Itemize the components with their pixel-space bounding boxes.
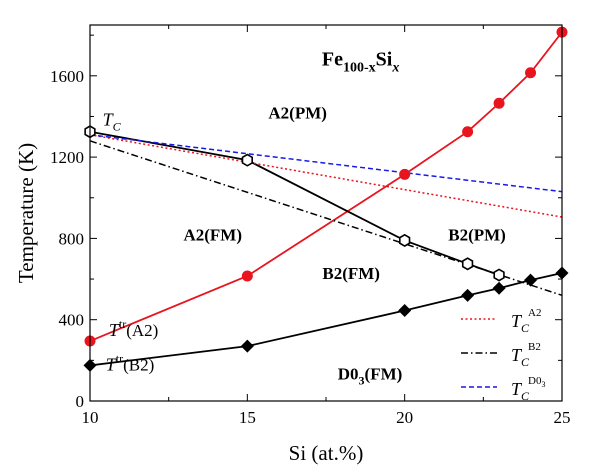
marker-tc-measured	[399, 233, 411, 247]
annotation-symbol: T	[109, 320, 121, 340]
legend-sub: C	[521, 355, 530, 369]
legend-label: TC D03	[511, 375, 545, 403]
annotation-symbol: T	[103, 110, 115, 130]
marker-t-tr-a2	[241, 270, 253, 282]
annotation-ttr-b2: Ttr(B2)	[106, 352, 155, 375]
chart-title: Fe100-xSix	[322, 49, 399, 76]
annotation-text: A2(FM)	[183, 225, 242, 244]
legend-sup: B2	[528, 341, 541, 353]
x-tick-label: 15	[239, 408, 256, 427]
annotation-text: (A2)	[126, 321, 158, 340]
marker-t-tr-a2	[462, 126, 474, 138]
marker-tc-measured	[493, 268, 505, 282]
series-line-tc-b2-model	[89, 140, 563, 297]
plot-border	[89, 24, 563, 402]
annotation-sup: tr	[116, 352, 123, 366]
axes: 10 15 20 25 0 400 800 1200 1600 Si (at.%) Temperat…	[14, 25, 571, 465]
y-tick-label: 1200	[50, 148, 84, 167]
annotation-text: B2(FM)	[322, 264, 380, 283]
y-tick-label: 800	[59, 229, 85, 248]
series-line-t-tr-b2	[89, 272, 563, 367]
annotation-text: B2(PM)	[448, 225, 506, 244]
y-tick-label: 400	[59, 311, 85, 330]
annotation-text: (B2)	[123, 356, 154, 375]
y-tick-label: 1600	[50, 67, 84, 86]
annotation-b2pm: B2(PM)	[448, 225, 506, 244]
series-line-tc-a2-model	[89, 134, 563, 218]
annotation-sub: 3	[359, 374, 365, 388]
x-axis-label: Si (at.%)	[289, 441, 364, 465]
title-element-1: Fe	[322, 49, 343, 71]
annotation-ttr-a2: Ttr(A2)	[109, 317, 158, 340]
series-lines	[89, 31, 563, 367]
x-tick-label: 25	[554, 408, 571, 427]
annotation-d03fm: D03(FM)	[338, 365, 403, 388]
annotation-symbol: T	[106, 355, 118, 375]
series-line-t-tr-a2	[89, 31, 563, 342]
marker-t-tr-b2	[492, 281, 506, 295]
annotation-sub: C	[113, 120, 122, 134]
plot-frame	[89, 24, 563, 402]
series-line-tc-measured	[89, 130, 500, 276]
annotation-text: A2(PM)	[268, 103, 327, 122]
x-tick-label: 10	[82, 408, 99, 427]
legend-sup-sub: 3	[541, 380, 545, 389]
chart-title-text: Fe100-xSix	[322, 49, 399, 76]
marker-t-tr-b2	[461, 288, 475, 302]
legend-sup: D0	[528, 375, 542, 387]
legend-label: TC B2	[511, 341, 541, 369]
annotation-tc: TC	[103, 110, 122, 134]
legend-sup: A2	[528, 307, 541, 319]
legend-sub: C	[521, 389, 530, 403]
legend-symbol: T	[511, 379, 523, 399]
marker-tc-measured	[461, 257, 474, 271]
title-subscript-1: 100-x	[343, 61, 376, 76]
series-line-tc-d03-model	[89, 134, 563, 193]
y-axis-label: Temperature (K)	[14, 143, 38, 283]
annotation-text: D0	[338, 365, 359, 384]
marker-t-tr-a2	[399, 168, 411, 180]
marker-t-tr-b2	[398, 304, 412, 318]
annotation-a2pm: A2(PM)	[268, 103, 327, 122]
legend-label: TC A2	[511, 307, 541, 335]
annotation-a2fm: A2(FM)	[183, 225, 242, 244]
annotation-b2fm: B2(FM)	[322, 264, 380, 283]
marker-t-tr-a2	[525, 67, 537, 79]
y-tick-label: 0	[76, 392, 85, 411]
annotation-sup: tr	[119, 317, 126, 331]
legend-symbol: T	[511, 345, 523, 365]
marker-t-tr-a2	[493, 97, 505, 109]
x-tick-label: 20	[396, 408, 413, 427]
title-element-2: Si	[376, 49, 393, 71]
legend-sub: C	[521, 321, 530, 335]
marker-t-tr-b2	[240, 339, 254, 353]
title-subscript-2: x	[391, 61, 399, 76]
marker-tc-measured	[241, 153, 253, 167]
legend-symbol: T	[511, 311, 523, 331]
marker-t-tr-b2	[524, 273, 538, 287]
annotation-tail: (FM)	[365, 365, 403, 384]
